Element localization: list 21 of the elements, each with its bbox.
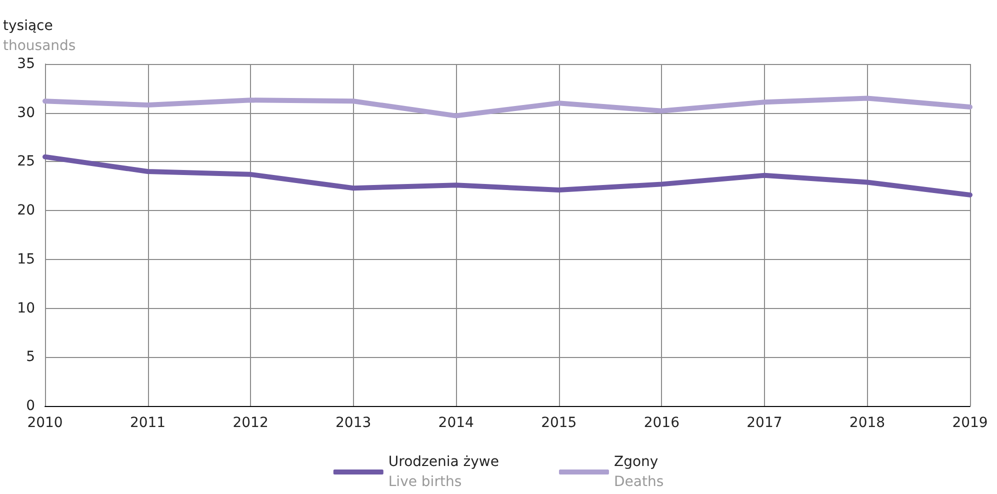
y-tick-label: 15 bbox=[17, 251, 35, 268]
x-tick-label: 2011 bbox=[130, 415, 166, 431]
y-tick-label: 5 bbox=[26, 349, 35, 366]
y-tick-label: 20 bbox=[17, 202, 35, 219]
x-tick-label: 2018 bbox=[849, 415, 886, 431]
legend-label: Zgony Deaths bbox=[614, 454, 664, 490]
x-tick-label: 2013 bbox=[336, 415, 372, 431]
y-tick-label: 35 bbox=[17, 56, 35, 72]
x-tick-label: 2017 bbox=[746, 415, 782, 431]
y-tick-label: 25 bbox=[17, 154, 35, 170]
y-tick-label: 10 bbox=[17, 300, 35, 316]
x-tick-label: 2014 bbox=[438, 415, 474, 431]
y-axis-title: tysiące thousands bbox=[3, 18, 76, 54]
x-tick-label: 2016 bbox=[644, 415, 680, 431]
y-tick-label: 0 bbox=[26, 398, 35, 414]
x-tick-label: 2019 bbox=[952, 415, 988, 431]
legend-label: Urodzenia żywe Live births bbox=[388, 454, 499, 490]
x-tick-label: 2012 bbox=[232, 415, 268, 431]
x-tick-label: 2015 bbox=[541, 415, 577, 431]
x-tick-label: 2010 bbox=[27, 415, 63, 431]
y-tick-label: 30 bbox=[17, 104, 35, 121]
